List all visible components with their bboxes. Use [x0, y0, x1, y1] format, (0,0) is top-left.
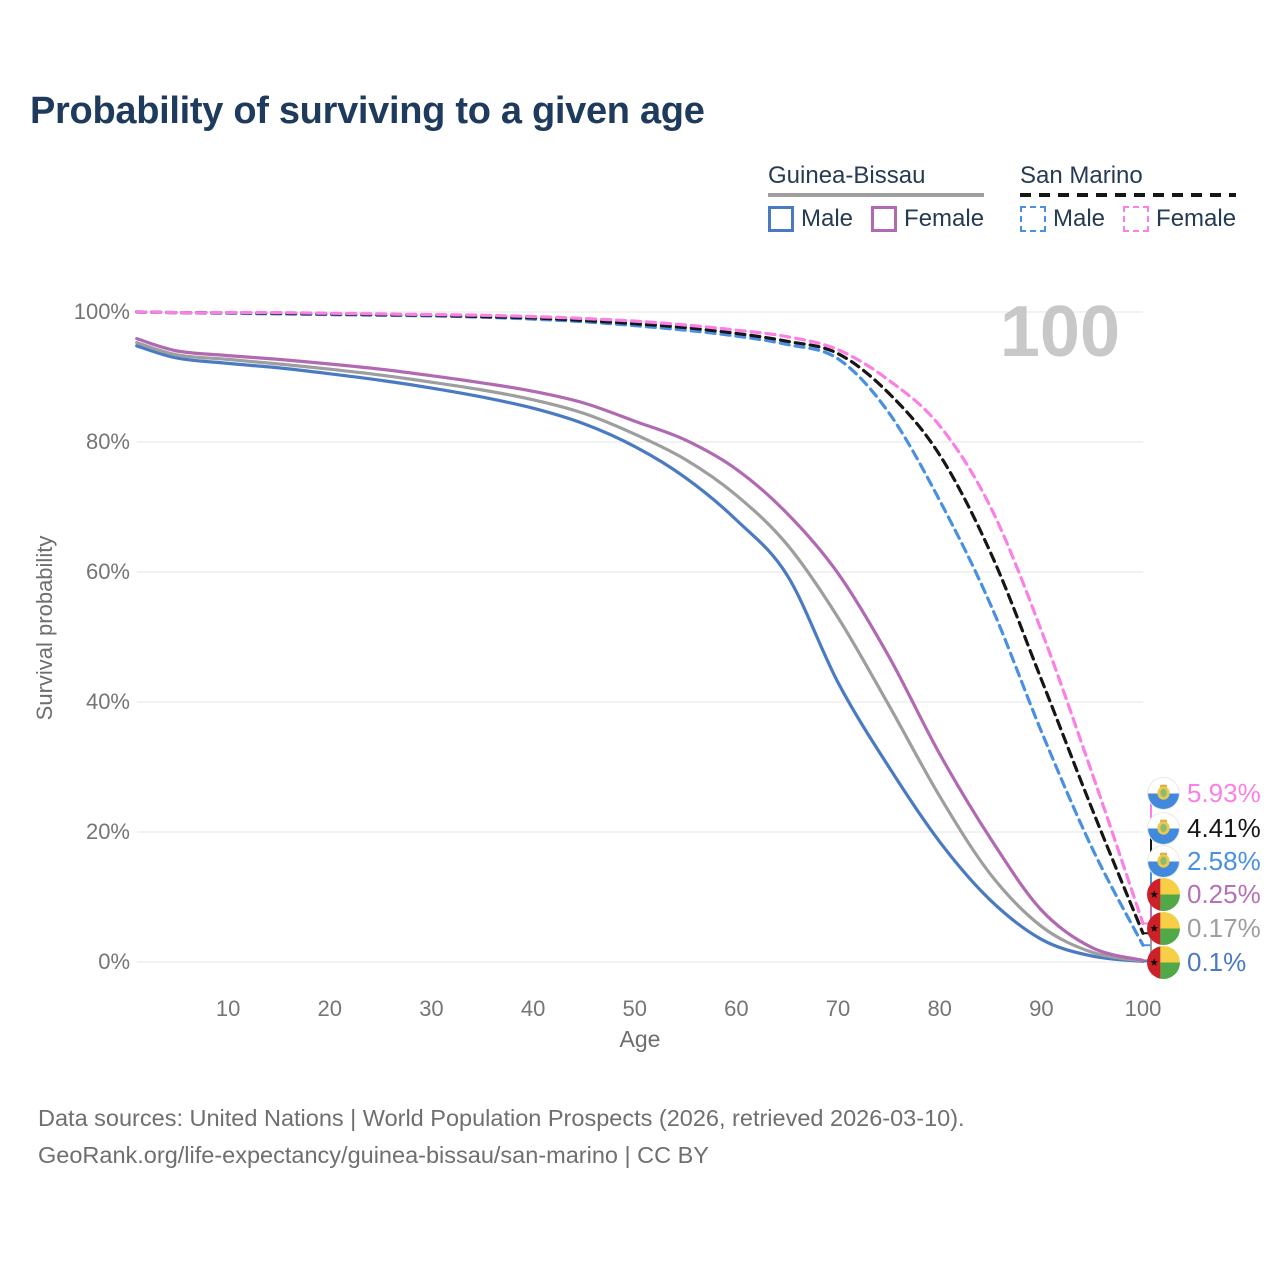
san-marino-flag-icon: [1147, 812, 1180, 845]
end-label-san-marino-both-sexes: 4.41%: [1147, 812, 1261, 845]
legend-group-san-marino: San Marino Male Female: [1020, 162, 1237, 233]
footer-line-2: GeoRank.org/life-expectancy/guinea-bissa…: [38, 1142, 709, 1168]
end-label-guinea-bissau-male: 0.1%: [1147, 946, 1246, 979]
legend-item-label: Female: [904, 205, 985, 232]
guinea-bissau-flag-icon: [1147, 912, 1180, 945]
legend-swatch-guinea-bissau-female: [871, 206, 898, 232]
end-label-value: 4.41%: [1187, 813, 1261, 843]
end-label-value: 0.25%: [1187, 879, 1261, 909]
guinea-bissau-flag-icon: [1147, 878, 1180, 911]
legend-group-guinea-bissau: Guinea-Bissau Male Female: [768, 162, 985, 233]
y-tick-label-40: 40%: [85, 689, 130, 714]
series-line-guinea-bissau-male: [135, 344, 1145, 963]
x-tick-label-40: 40: [520, 996, 546, 1021]
end-label-san-marino-female: 5.93%: [1147, 777, 1261, 810]
legend-item-san-marino-male[interactable]: Male: [1020, 205, 1105, 233]
end-label-value: 0.1%: [1187, 947, 1247, 977]
y-tick-label-100: 100%: [73, 299, 130, 324]
y-tick-label-60: 60%: [85, 559, 130, 584]
x-tick-label-20: 20: [317, 996, 343, 1021]
san-marino-flag-icon: [1147, 845, 1180, 878]
end-label-value: 2.58%: [1187, 846, 1261, 876]
legend-swatch-guinea-bissau-male: [768, 206, 794, 232]
end-label-san-marino-male: 2.58%: [1147, 845, 1261, 878]
page-title: Probability of surviving to a given age: [30, 90, 705, 132]
x-tick-label-50: 50: [622, 996, 647, 1021]
x-tick-label-30: 30: [419, 996, 444, 1021]
end-label-guinea-bissau-female: 0.25%: [1147, 878, 1261, 911]
legend-item-label: Female: [1156, 205, 1237, 232]
y-tick-label-0: 0%: [98, 949, 130, 974]
series-line-san-marino-male: [135, 310, 1145, 947]
footer: Data sources: United Nations | World Pop…: [38, 1100, 965, 1174]
footer-line-1: Data sources: United Nations | World Pop…: [38, 1105, 965, 1131]
series-line-san-marino-female: [135, 310, 1145, 926]
guinea-bissau-flag-icon: [1147, 946, 1180, 979]
san-marino-flag-icon: [1147, 777, 1180, 810]
x-tick-label-60: 60: [724, 996, 749, 1021]
legend-item-guinea-bissau-male[interactable]: Male: [768, 205, 853, 233]
end-label-value: 0.17%: [1187, 913, 1261, 943]
end-label-guinea-bissau-both-sexes: 0.17%: [1147, 912, 1261, 945]
legend-item-guinea-bissau-female[interactable]: Female: [871, 205, 984, 233]
legend-item-label: Male: [1053, 205, 1106, 232]
end-label-value: 5.93%: [1187, 778, 1261, 808]
legend-group-title: San Marino: [1020, 162, 1143, 189]
legend-swatch-san-marino-female: [1123, 206, 1150, 232]
x-tick-label-70: 70: [825, 996, 851, 1021]
x-tick-label-90: 90: [1029, 996, 1054, 1021]
x-tick-label-100: 100: [1124, 996, 1162, 1021]
legend-swatch-san-marino-male: [1020, 206, 1046, 232]
legend-item-label: Male: [801, 205, 854, 232]
legend-line-sample-solid: [768, 193, 985, 197]
legend-line-sample-dashed: [1020, 193, 1237, 197]
y-tick-label-20: 20%: [85, 819, 130, 844]
x-tick-label-80: 80: [927, 996, 952, 1021]
y-tick-label-80: 80%: [85, 429, 130, 454]
series-line-guinea-bissau-both-sexes: [135, 341, 1145, 963]
age-counter: 100: [999, 292, 1120, 372]
legend-group-title: Guinea-Bissau: [768, 162, 926, 189]
series-line-guinea-bissau-female: [135, 337, 1145, 962]
x-tick-label-10: 10: [215, 996, 241, 1021]
x-axis-title: Age: [619, 1026, 661, 1052]
legend-item-san-marino-female[interactable]: Female: [1123, 205, 1236, 233]
